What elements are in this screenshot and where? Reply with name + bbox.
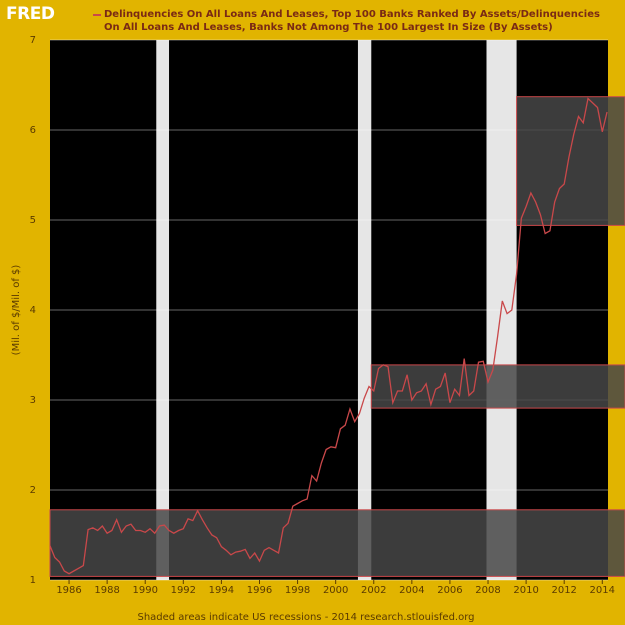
- x-tick-label: 2014: [590, 585, 615, 596]
- y-axis-label: (Mil. of $/Mil. of $): [11, 265, 22, 356]
- x-tick-label: 1990: [132, 585, 157, 596]
- x-tick-label: 1992: [171, 585, 196, 596]
- x-tick-label: 1994: [209, 585, 234, 596]
- x-tick-label: 2004: [399, 585, 424, 596]
- footer: Shaded areas indicate US recessions - 20…: [137, 612, 474, 623]
- x-tick-label: 2012: [551, 585, 576, 596]
- x-tick-label: 2000: [323, 585, 348, 596]
- logo: FRED: [6, 4, 55, 24]
- x-tick-label: 1996: [247, 585, 272, 596]
- y-tick-label: 2: [30, 485, 36, 496]
- x-tick-label: 1986: [56, 585, 81, 596]
- x-tick-label: 1988: [94, 585, 119, 596]
- legend-key: [93, 14, 101, 16]
- x-tick-label: 2010: [513, 585, 538, 596]
- x-tick-label: 1998: [285, 585, 310, 596]
- y-tick-label: 3: [30, 395, 36, 406]
- highlight-box: [516, 96, 625, 226]
- highlight-box: [49, 509, 625, 577]
- y-tick-label: 6: [30, 125, 36, 136]
- highlight-box: [370, 364, 625, 409]
- y-tick-label: 4: [30, 305, 36, 316]
- series-line: [49, 97, 608, 575]
- legend-entry: Delinquencies On All Loans And Leases, T…: [104, 9, 600, 33]
- y-tick-label: 7: [30, 35, 36, 46]
- x-tick-label: 2002: [361, 585, 386, 596]
- x-tick-label: 2008: [475, 585, 500, 596]
- y-tick-label: 5: [30, 215, 36, 226]
- x-tick-label: 2006: [437, 585, 462, 596]
- y-tick-label: 1: [30, 575, 36, 586]
